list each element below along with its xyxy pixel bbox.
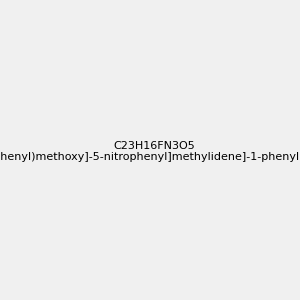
Text: C23H16FN3O5
(4E)-4-[[2-[(2-fluorophenyl)methoxy]-5-nitrophenyl]methylidene]-1-ph: C23H16FN3O5 (4E)-4-[[2-[(2-fluorophenyl)…	[0, 141, 300, 162]
